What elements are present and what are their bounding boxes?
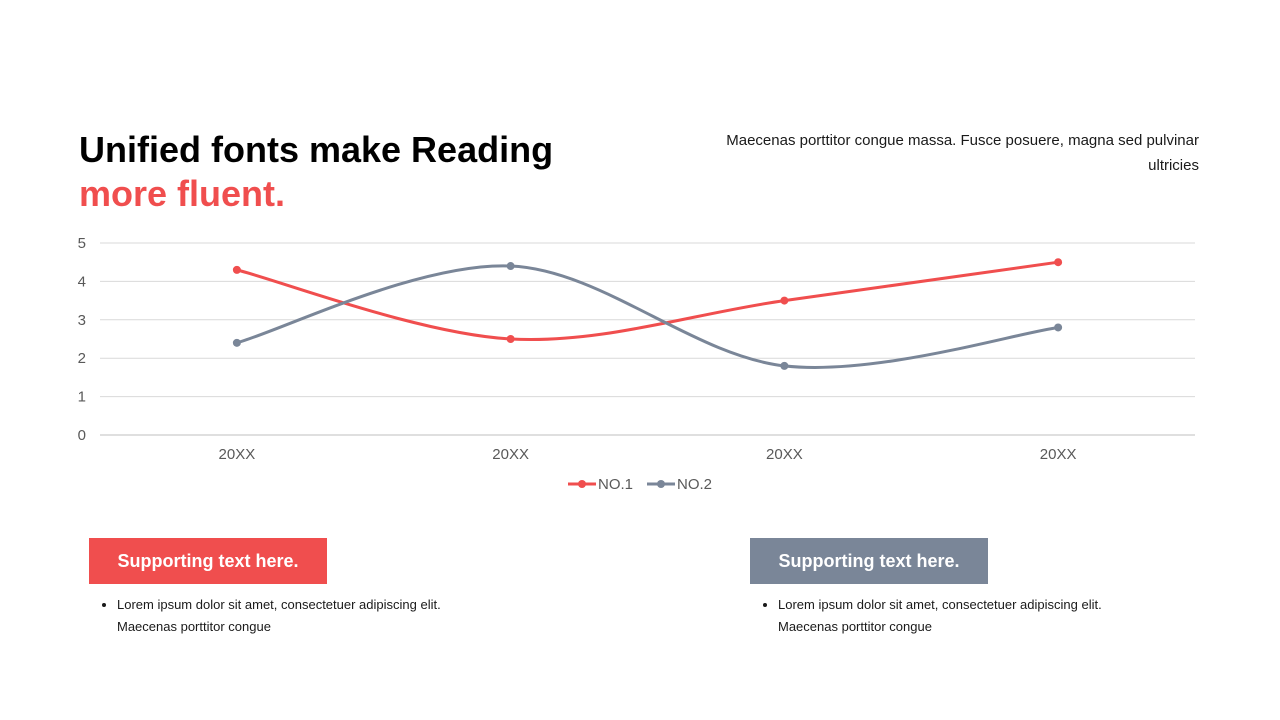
- data-point: [506, 335, 515, 343]
- legend-marker: [578, 480, 586, 488]
- x-tick-label: 20XX: [766, 446, 803, 463]
- chart-legend: NO.1 NO.2: [568, 476, 712, 493]
- data-point: [1054, 323, 1063, 332]
- series-line-2: [236, 264, 1059, 369]
- support-button-2[interactable]: Supporting text here.: [750, 538, 988, 584]
- legend-label: NO.2: [677, 476, 712, 493]
- y-tick-label: 1: [78, 389, 86, 406]
- support-list-1: Lorem ipsum dolor sit amet, consectetuer…: [89, 594, 447, 638]
- x-axis-ticks: 20XX 20XX 20XX 20XX: [219, 446, 1077, 463]
- y-tick-label: 3: [78, 312, 86, 329]
- data-point: [506, 262, 515, 271]
- chart-series: [232, 258, 1063, 370]
- support-bullet-1: Lorem ipsum dolor sit amet, consectetuer…: [117, 594, 447, 638]
- y-tick-label: 4: [78, 273, 86, 290]
- page-title-highlight: more fluent.: [79, 173, 286, 214]
- description-text: Maecenas porttitor congue massa. Fusce p…: [726, 132, 1199, 174]
- support-button-1[interactable]: Supporting text here.: [89, 538, 327, 584]
- data-point: [232, 265, 241, 274]
- data-point: [232, 338, 241, 347]
- data-point: [1054, 258, 1063, 267]
- y-axis-ticks: 0 1 2 3 4 5: [78, 235, 86, 444]
- line-chart: 0 1 2 3 4 5 20XX 20XX 20XX 20XX NO.1 NO.2: [78, 235, 1195, 493]
- support-list-2: Lorem ipsum dolor sit amet, consectetuer…: [750, 594, 1108, 638]
- support-card-2: Supporting text here. Lorem ipsum dolor …: [750, 538, 1108, 638]
- title-block: Unified fonts make Reading more fluent.: [79, 128, 553, 216]
- x-tick-label: 20XX: [492, 446, 529, 463]
- legend-marker: [657, 480, 665, 488]
- data-point: [780, 296, 789, 305]
- x-tick-label: 20XX: [1040, 446, 1077, 463]
- legend-label: NO.1: [598, 476, 633, 493]
- data-point: [780, 361, 789, 370]
- support-bullet-2: Lorem ipsum dolor sit amet, consectetuer…: [778, 594, 1108, 638]
- y-tick-label: 2: [78, 350, 86, 367]
- series-line-1: [236, 260, 1059, 342]
- chart-grid: [100, 242, 1195, 436]
- y-tick-label: 5: [78, 235, 86, 252]
- x-tick-label: 20XX: [219, 446, 256, 463]
- support-card-1: Supporting text here. Lorem ipsum dolor …: [89, 538, 447, 638]
- page-title: Unified fonts make Reading: [79, 129, 554, 170]
- y-tick-label: 0: [78, 427, 86, 444]
